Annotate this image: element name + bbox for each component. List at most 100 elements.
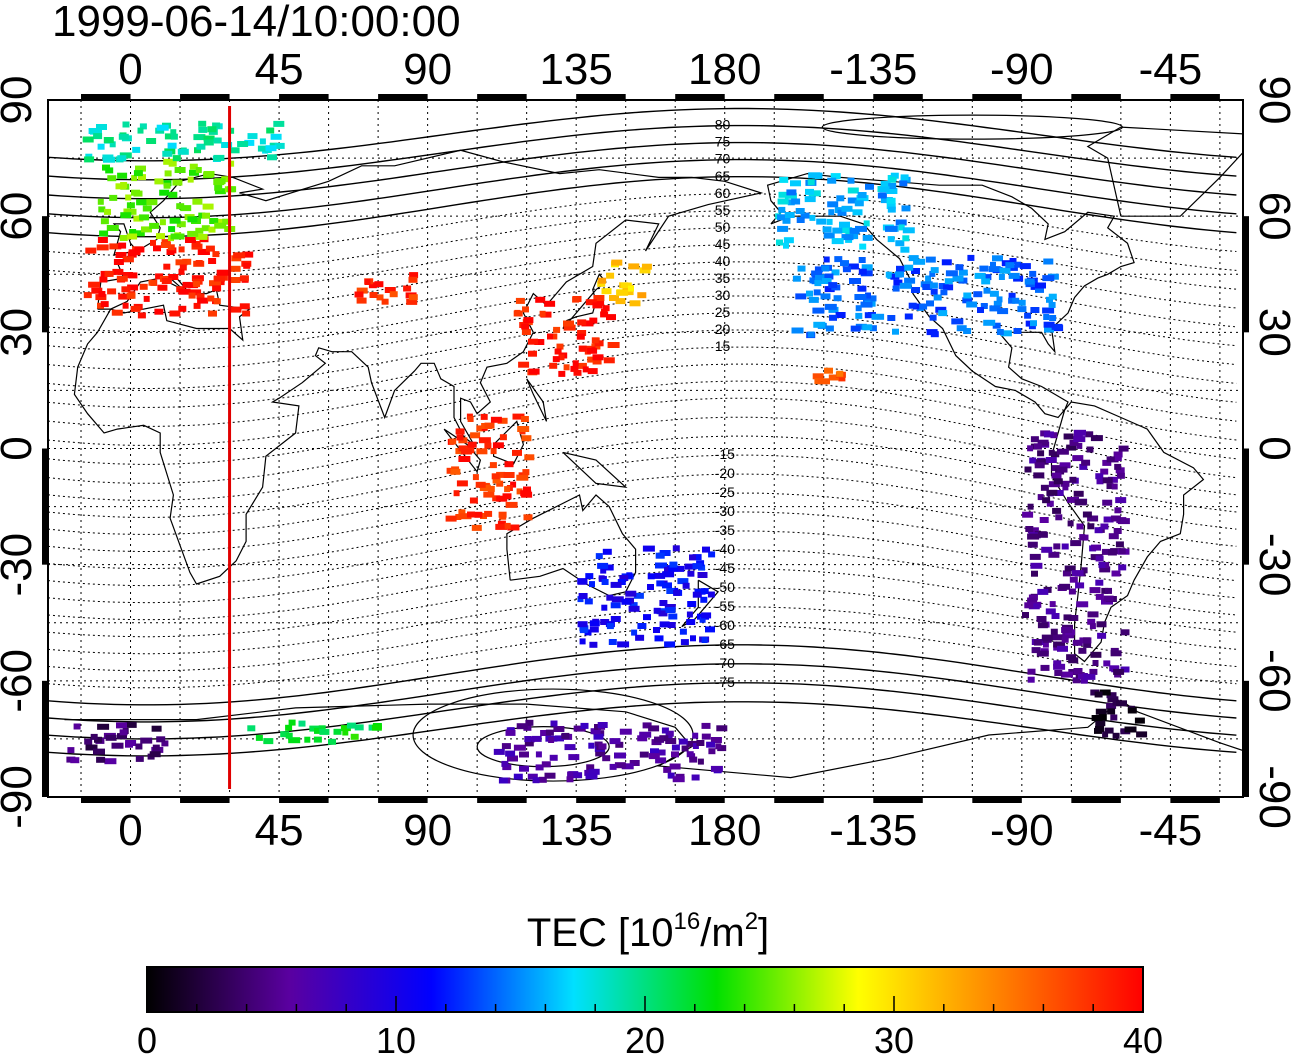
tec-cell	[833, 295, 842, 302]
tec-cell	[1079, 463, 1088, 470]
dip-latitude-label: 80	[715, 117, 731, 133]
tec-cell	[467, 441, 477, 448]
tec-cell	[697, 572, 708, 578]
tec-cell	[214, 184, 223, 191]
tec-cell	[193, 134, 206, 141]
tec-cell	[579, 625, 589, 632]
coastline	[1086, 126, 1243, 217]
tec-cell	[1029, 553, 1041, 560]
tec-cell	[497, 520, 506, 527]
tec-cell	[484, 422, 495, 429]
tec-cell	[1045, 457, 1057, 463]
tec-cell	[782, 217, 791, 224]
tec-cell	[524, 736, 532, 742]
tec-cell	[808, 172, 821, 179]
tec-cell	[589, 641, 598, 648]
tec-cell	[1095, 579, 1104, 586]
tec-cell	[1111, 483, 1118, 490]
tec-cell	[1029, 270, 1037, 277]
coastline	[766, 172, 1135, 419]
tec-cell	[205, 245, 215, 252]
tec-cell	[547, 333, 553, 340]
tec-cell	[610, 602, 621, 609]
dip-contour	[48, 124, 1237, 181]
tec-cell	[860, 301, 873, 308]
tec-cell	[1076, 442, 1083, 449]
tec-cell	[1101, 587, 1109, 594]
tec-cell	[1110, 650, 1122, 657]
tec-cell	[825, 325, 834, 332]
tec-cell	[777, 198, 789, 205]
tec-cell	[577, 578, 588, 585]
tec-cell	[216, 218, 225, 225]
tec-cell	[116, 722, 127, 729]
tec-cell	[667, 730, 674, 737]
tec-cell	[580, 722, 589, 729]
tec-cell	[507, 755, 518, 762]
dip-contour	[48, 158, 1237, 219]
tec-cell	[384, 287, 396, 293]
tec-cell	[244, 139, 255, 146]
tec-cell	[490, 416, 502, 423]
tec-cell	[95, 294, 107, 301]
tec-cell	[540, 730, 552, 736]
tec-cell	[641, 263, 652, 270]
tec-cell	[213, 137, 222, 144]
tec-cell	[168, 226, 176, 233]
tec-cell	[996, 296, 1003, 303]
tec-cell	[154, 178, 164, 185]
tec-cell	[458, 445, 470, 452]
tec-cell	[592, 354, 604, 361]
tec-cell	[1061, 543, 1069, 550]
tec-cell	[408, 294, 418, 301]
tec-cell	[96, 756, 106, 763]
longitude-label-bottom: -90	[990, 806, 1054, 855]
tec-cell	[998, 274, 1005, 280]
tec-cell	[639, 731, 652, 738]
tec-cell	[600, 619, 610, 625]
tec-cell	[708, 551, 716, 558]
longitude-labels-bottom: 0 45 90 135 180 -135 -90 -45	[118, 806, 1202, 855]
tec-cell	[156, 124, 169, 131]
tec-cell	[1115, 467, 1125, 474]
tec-cell	[467, 416, 474, 422]
dip-latitude-label: -15	[715, 446, 735, 462]
colorbar-ticks: 0 10 20 30 40	[137, 996, 1163, 1057]
tec-cell	[93, 748, 105, 755]
tec-cell	[662, 582, 672, 589]
tec-cell	[692, 554, 702, 561]
tec-cell	[1085, 431, 1094, 438]
tec-cell	[263, 738, 274, 745]
tec-cell	[616, 289, 629, 296]
tec-cell	[925, 256, 936, 263]
tec-cell	[672, 545, 680, 552]
tec-cell	[84, 156, 95, 163]
tec-cell	[847, 177, 855, 184]
dip-contour	[48, 176, 1237, 238]
tec-cell	[1022, 511, 1034, 518]
tec-cell	[584, 598, 593, 605]
longitude-label-bottom: 180	[688, 806, 761, 855]
tec-cell	[829, 314, 837, 321]
tec-cell	[805, 188, 814, 195]
tec-cell	[203, 171, 215, 177]
tec-cell	[1039, 517, 1049, 523]
tec-cell	[563, 324, 576, 331]
tec-cell	[127, 284, 139, 291]
tec-cell	[456, 480, 468, 487]
tec-cell	[470, 432, 481, 439]
tec-cell	[227, 186, 237, 193]
tec-cell	[1096, 621, 1107, 628]
tec-cell	[122, 256, 134, 263]
tec-cell	[1034, 462, 1045, 469]
tec-cell	[595, 750, 606, 757]
tec-cell	[230, 265, 241, 272]
latitude-label-left: 60	[0, 192, 41, 241]
tec-cell	[493, 748, 505, 755]
tec-cell	[474, 511, 483, 518]
tec-cell	[598, 743, 607, 750]
tec-cell	[697, 758, 704, 765]
tec-cell	[576, 333, 585, 340]
tec-cell	[178, 268, 185, 275]
tec-cell	[1040, 664, 1050, 671]
